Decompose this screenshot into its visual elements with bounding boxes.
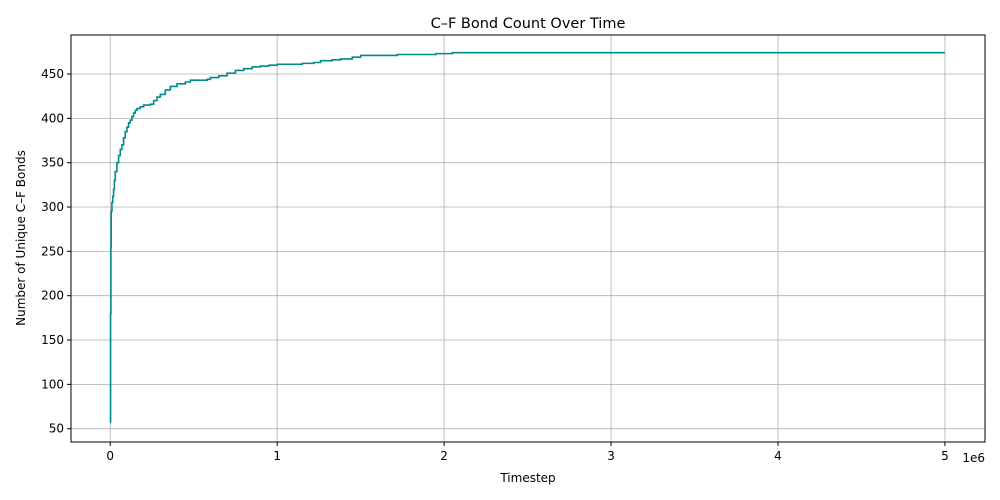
y-tick-label: 250 [41, 244, 64, 258]
y-tick-label: 150 [41, 333, 64, 347]
y-tick-label: 450 [41, 67, 64, 81]
x-tick-label: 2 [440, 449, 448, 463]
x-tick-label: 0 [106, 449, 114, 463]
grid [71, 35, 985, 442]
chart-title: C–F Bond Count Over Time [431, 16, 626, 32]
y-tick-label: 400 [41, 111, 64, 125]
series-line-cf-bonds [109, 51, 945, 424]
y-tick-label: 50 [49, 422, 64, 436]
x-tick-label: 5 [941, 449, 949, 463]
y-tick-label: 350 [41, 156, 64, 170]
y-tick-label: 100 [41, 377, 64, 391]
y-tick-label: 300 [41, 200, 64, 214]
y-axis-label: Number of Unique C–F Bonds [14, 150, 28, 326]
y-tick-label: 200 [41, 289, 64, 303]
plot-area [70, 34, 986, 443]
x-axis-label: Timestep [499, 471, 555, 485]
axis-ticks: 0 1 2 3 4 5 50 100 150 200 250 300 350 400 450 [41, 67, 949, 463]
x-axis-offset-label: 1e6 [962, 451, 985, 465]
x-tick-label: 4 [774, 449, 782, 463]
x-tick-label: 3 [607, 449, 615, 463]
x-tick-label: 1 [273, 449, 281, 463]
